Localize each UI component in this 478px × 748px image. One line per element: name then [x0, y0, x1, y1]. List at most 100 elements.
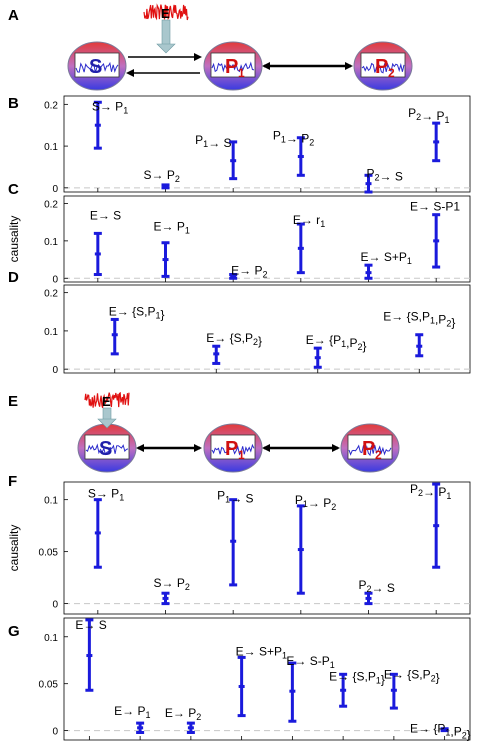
errorbar-point: E→ {P1,P2}: [410, 722, 471, 742]
point-label: E→ S: [75, 618, 106, 632]
node-s: S: [77, 423, 137, 473]
input-arrow-shaft: [102, 407, 112, 421]
input-arrow-head: [156, 43, 176, 54]
node-box: [74, 52, 120, 78]
plot-frame: [63, 95, 471, 193]
point-label: E→ P2: [165, 706, 201, 722]
y-tick-label: 0.1: [44, 496, 58, 507]
errorbar-point: E→ {S,P2}: [206, 331, 262, 365]
point-label: P1→ P2: [273, 129, 314, 148]
point-label: P1→ S: [217, 489, 253, 506]
errorbar-point: E→ r1: [293, 213, 325, 275]
point-label: S→ P2: [154, 576, 190, 592]
errorbar-point: E→ P2: [165, 706, 201, 734]
node-trace: [211, 61, 255, 73]
point-label: P1→ S: [195, 133, 231, 150]
y-tick-label: 0: [52, 274, 58, 285]
chart-panel-d: 0 0.1 0.2 E→ {S,P1} E→ {S,P2} E→ {P1,P2} E→ {S…: [44, 284, 471, 376]
errorbar-point: E→ {S,P1}: [329, 669, 385, 708]
node-label-sub: 2: [388, 66, 395, 80]
y-tick-label: 0.1: [44, 327, 58, 338]
point-label: E→ {P1,P2}: [306, 333, 367, 353]
input-label: E: [102, 394, 111, 409]
errorbar-point: E→ S: [90, 208, 121, 277]
errorbar-point: E→ S-P1: [410, 200, 460, 269]
node-trace: [211, 443, 255, 456]
point-label: E→ P1: [154, 220, 190, 236]
errorbar-point: P1→ P2: [273, 129, 314, 177]
node-label: P: [225, 56, 238, 78]
y-tick-label: 0.05: [39, 680, 59, 691]
point-label: E→ P1: [114, 704, 150, 720]
point-label: S→ P1: [92, 99, 128, 115]
panel-label-e: E: [8, 393, 18, 410]
errorbar-point: P1→ S: [217, 489, 254, 587]
node-box: [210, 434, 256, 460]
node-label: S: [89, 56, 102, 78]
errorbar-point: P2→ S: [359, 578, 395, 606]
input-noise: [84, 391, 130, 409]
errorbar-point: E→ P1: [154, 220, 190, 278]
y-tick-label: 0.05: [39, 548, 59, 559]
point-label: P2→ S: [359, 578, 395, 595]
plot-frame: [63, 481, 471, 615]
node-trace: [75, 61, 119, 73]
errorbar-point: P2→ S: [364, 166, 403, 194]
point-label: E→ {S,P2}: [384, 667, 440, 684]
y-tick-label: 0.1: [44, 142, 58, 153]
errorbar-point: E→ S+P1: [236, 644, 287, 718]
errorbar-point: E→ {P1,P2}: [306, 333, 367, 369]
node-trace: [85, 443, 129, 456]
point-label: E→ {P1,P2}: [410, 722, 471, 742]
errorbar-point: P1→ S: [195, 133, 238, 181]
errorbar-point: E→ {S,P1,P2}: [383, 310, 455, 358]
chart-panel-g: 00.050.1E→ SE→ P1 E→ P2E→ S+P1 E→ S-P1E→ {…: [39, 617, 471, 742]
point-label: E→ S+P1: [361, 250, 412, 266]
point-label: P2→ P1: [408, 106, 449, 125]
panel-label-d: D: [8, 269, 19, 286]
input-label: E: [161, 6, 170, 21]
y-tick-label: 0.1: [44, 633, 58, 644]
errorbar-point: S→ P1: [88, 487, 124, 569]
point-label: E→ {S,P2}: [206, 331, 262, 348]
point-label: S→ P1: [88, 487, 124, 503]
panel-label-c: C: [8, 181, 19, 198]
plot-frame: [63, 195, 471, 283]
errorbar-point: P2→ P1: [408, 106, 450, 163]
y-tick-label: 0: [52, 600, 58, 611]
charts: 0 0.1 0.2 S→ P1 S→ P2 P1→ S P1→ P2 P2→ S P2→ P1 0…: [7, 95, 471, 742]
node-label: P: [362, 438, 375, 460]
point-label: E→ {S,P1,P2}: [383, 310, 455, 330]
point-label: E→ S-P1: [286, 654, 334, 670]
plot-frame: [63, 617, 471, 741]
point-label: E→ {S,P1}: [329, 669, 385, 686]
panel-label-f: F: [8, 473, 17, 490]
input-noise: [143, 3, 189, 21]
errorbar-point: S→ P1: [92, 99, 128, 150]
errorbar-point: E→ S+P1: [361, 250, 412, 280]
errorbar-point: E→ P2: [229, 264, 268, 280]
point-label: P2→ P1: [410, 482, 451, 501]
y-tick-label: 0.2: [44, 199, 58, 210]
point-label: E→ S-P1: [410, 200, 460, 214]
input-signal-e: E: [84, 391, 130, 429]
point-label: E→ P2: [231, 264, 267, 280]
point-label: P1→ P2: [295, 493, 336, 512]
errorbar-point: S→ P2: [144, 168, 180, 190]
node-trace: [361, 62, 405, 74]
panel-label-b: B: [8, 95, 19, 112]
errorbar-point: E→ {S,P1}: [109, 304, 165, 356]
node-trace: [348, 444, 392, 457]
errorbar-point: E→ P1: [114, 704, 151, 734]
panel-label-a: A: [8, 7, 19, 24]
point-label: E→ {S,P1}: [109, 304, 165, 321]
input-signal-e: E: [143, 3, 189, 54]
y-axis-label: causality: [7, 216, 21, 263]
node-label: P: [225, 438, 238, 460]
y-tick-label: 0: [52, 365, 58, 376]
chart-panel-b: 0 0.1 0.2 S→ P1 S→ P2 P1→ S P1→ P2 P2→ S P2→ P1: [44, 95, 471, 195]
node-label: P: [375, 56, 388, 78]
